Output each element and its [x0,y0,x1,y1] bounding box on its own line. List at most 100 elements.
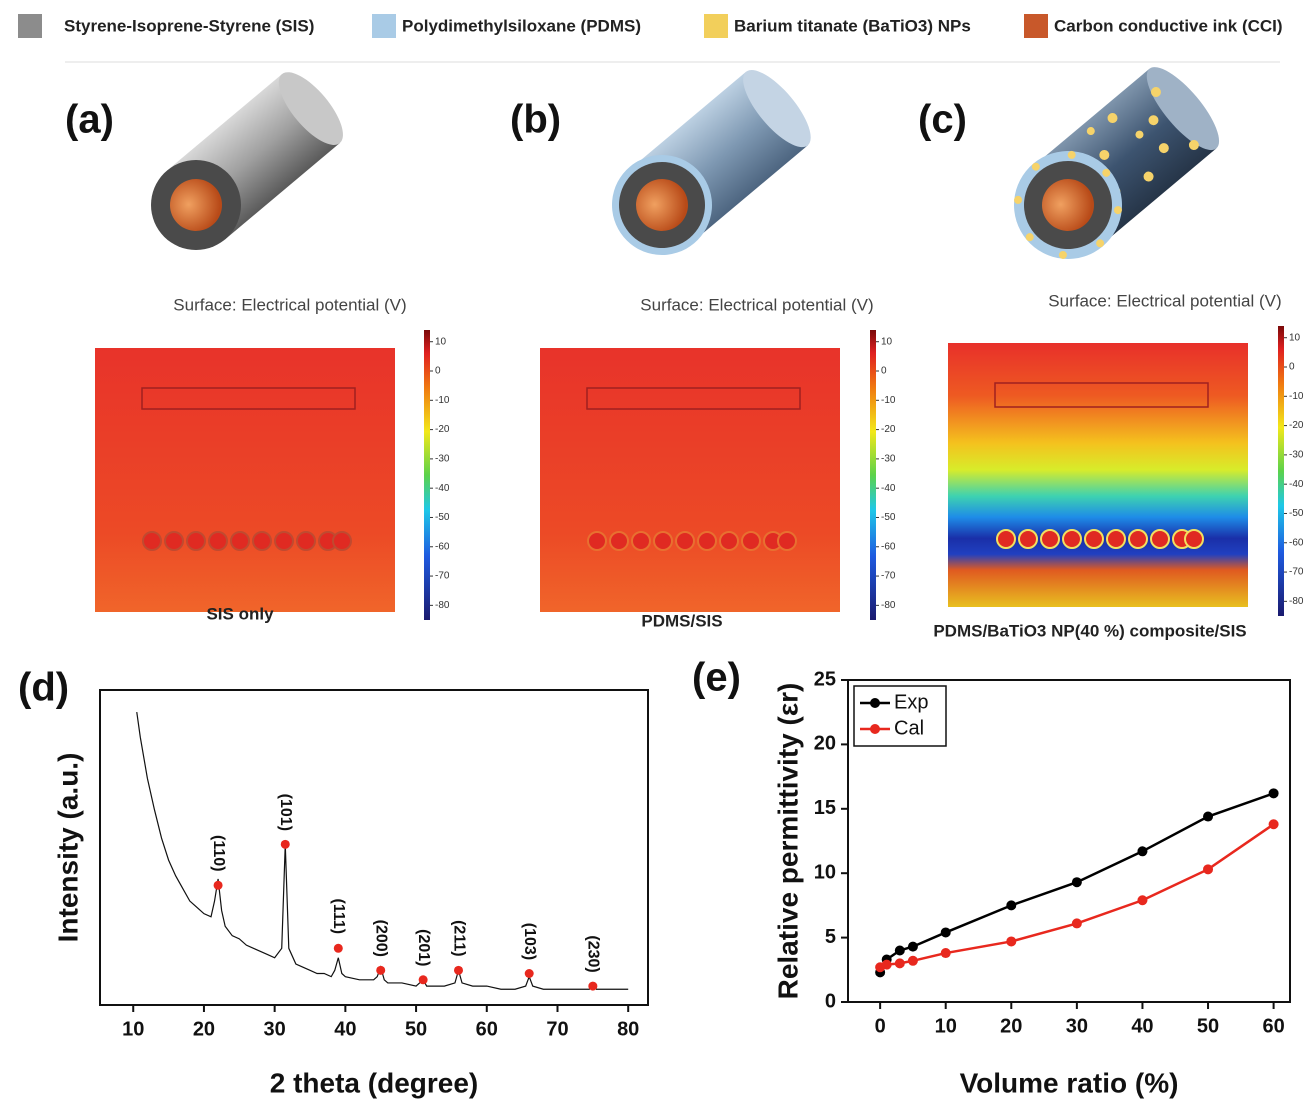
legend-label: Polydimethylsiloxane (PDMS) [402,16,641,35]
colorbar-tick-label: -30 [1289,450,1304,461]
panel-label: (d) [18,666,69,710]
peak-label: (230) [585,935,602,972]
x-tick-label: 50 [1197,1015,1219,1037]
x-tick-label: 20 [1000,1015,1022,1037]
data-point [1268,819,1279,830]
data-point [1137,846,1148,857]
potential-field [948,343,1248,607]
data-point [940,927,951,938]
peak-label: (110) [210,835,227,871]
data-line [136,711,629,990]
data-point [1071,918,1082,929]
panel-caption: PDMS/SIS [641,611,722,630]
legend-label: Exp [894,691,928,713]
colorbar-tick-label: -40 [435,483,450,494]
colorbar [870,330,876,620]
colorbar-tick-label: -20 [435,424,450,435]
data-line [879,823,1275,969]
colorbar-tick-label: -80 [881,600,896,611]
colorbar-tick-label: -10 [1289,391,1304,402]
colorbar-tick-label: -10 [881,395,896,406]
panel-label: (e) [692,656,741,700]
panel-label: (b) [510,98,561,142]
surface-title: Surface: Electrical potential (V) [173,295,406,314]
colorbar-tick-label: -20 [881,424,896,435]
panel-caption: PDMS/BaTiO3 NP(40 %) composite/SIS [933,621,1246,640]
plot-frame [99,689,649,1006]
peak-label: (111) [330,899,347,935]
cylinder-composite [1014,67,1220,259]
colorbar [1278,326,1284,616]
peak-marker [280,839,290,849]
x-axis-label: 2 theta (degree) [270,1067,479,1098]
x-tick-label: 30 [1066,1015,1088,1037]
data-point [1006,900,1017,911]
x-tick-label: 40 [334,1018,356,1040]
colorbar-tick-label: -30 [435,454,450,465]
y-axis-label: Intensity (a.u.) [52,753,83,943]
colorbar-tick-label: 0 [435,366,441,377]
y-tick-label: 15 [814,797,836,819]
x-tick-label: 20 [193,1018,215,1040]
data-point [894,958,905,969]
colorbar-tick-label: 10 [435,336,447,347]
data-point [894,945,905,956]
data-point [1006,936,1017,947]
colorbar-tick-label: -50 [1289,508,1304,519]
colorbar-tick-label: -70 [435,571,450,582]
data-point [1137,895,1148,906]
x-tick-label: 0 [875,1015,886,1037]
data-point [1071,877,1082,888]
data-point [881,959,892,970]
legend-swatch [1024,14,1048,38]
data-point [907,941,918,952]
y-tick-label: 20 [814,733,836,755]
legend-frame [853,685,947,747]
legend: Styrene-Isoprene-Styrene (SIS) Polydimet… [18,14,1283,38]
legend-swatch [372,14,396,38]
peak-marker [333,943,343,953]
x-tick-label: 40 [1131,1015,1153,1037]
colorbar [424,330,430,620]
colorbar-tick-label: -80 [435,600,450,611]
data-point [1268,788,1279,799]
legend-swatch [704,14,728,38]
y-tick-label: 25 [814,668,836,690]
legend-marker [870,698,880,708]
colorbar-tick-label: 0 [881,366,887,377]
plot-frame [847,679,1291,1003]
cylinder-sis [151,72,343,250]
colorbar-tick-label: -60 [881,541,896,552]
y-tick-label: 5 [825,926,836,948]
peak-label: (201) [415,929,432,966]
colorbar-tick-label: -40 [881,483,896,494]
peak-marker [213,880,223,890]
peak-marker [588,981,598,991]
potential-field [540,348,840,612]
x-tick-label: 80 [617,1018,639,1040]
data-point [907,955,918,966]
colorbar-tick-label: -30 [881,454,896,465]
colorbar-tick-label: -50 [435,512,450,523]
data-point [1203,864,1214,875]
colorbar-tick-label: -80 [1289,596,1304,607]
potential-field [95,348,395,612]
x-axis-label: Volume ratio (%) [960,1067,1179,1098]
peak-label: (103) [521,923,538,960]
colorbar-tick-label: -20 [1289,420,1304,431]
x-tick-label: 70 [546,1018,568,1040]
peak-marker [453,965,463,975]
legend-label: Carbon conductive ink (CCI) [1054,16,1283,35]
x-tick-label: 30 [264,1018,286,1040]
legend-label: Styrene-Isoprene-Styrene (SIS) [64,16,314,35]
x-tick-label: 50 [405,1018,427,1040]
colorbar-tick-label: -40 [1289,479,1304,490]
peak-label: (200) [372,920,389,957]
legend-marker [870,724,880,734]
peak-marker [418,975,428,985]
cylinder-pdms-sis [612,70,811,255]
colorbar-tick-label: -10 [435,395,450,406]
y-tick-label: 10 [814,861,836,883]
colorbar-tick-label: -60 [1289,537,1304,548]
